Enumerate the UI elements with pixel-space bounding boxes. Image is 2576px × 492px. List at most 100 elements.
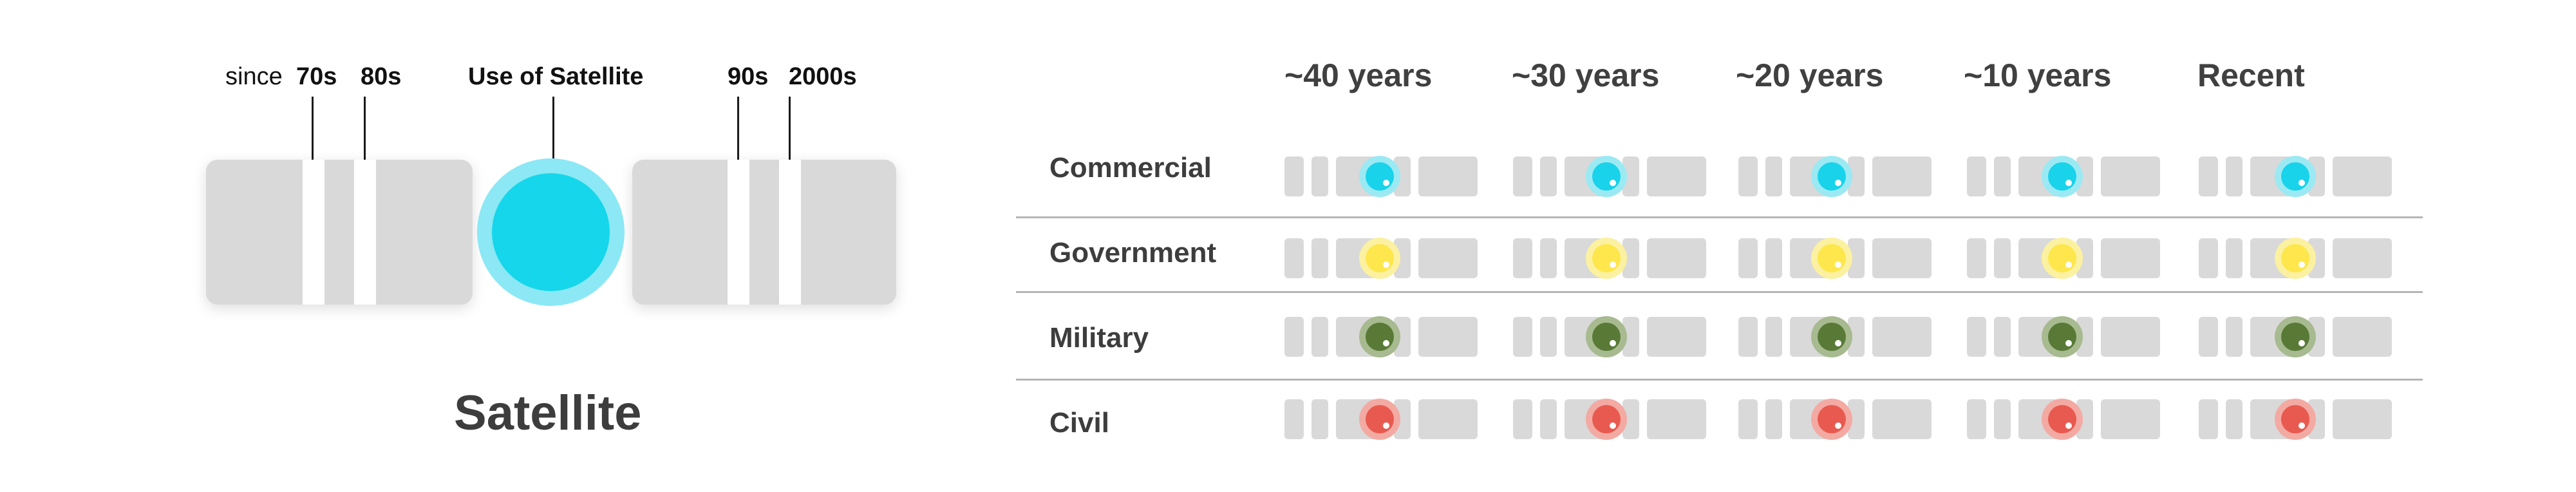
row-divider-2 <box>1016 291 2423 293</box>
usage-marker-center <box>1835 340 1841 346</box>
timeline-segment <box>1284 156 1304 196</box>
timeline-segment <box>1967 317 1986 357</box>
timeline-strip-civil <box>1738 399 1932 440</box>
timeline-strip-commercial <box>1284 156 1478 197</box>
usage-marker-center <box>1610 261 1616 268</box>
row-label-government: Government <box>1049 237 1217 269</box>
usage-marker-center <box>2065 340 2072 346</box>
stripe-2000s <box>779 160 801 305</box>
timeline-segment <box>1738 399 1758 439</box>
timeline-strip-military <box>1738 316 1932 357</box>
timeline-segment <box>1738 156 1758 196</box>
usage-marker-core <box>2048 323 2076 351</box>
label-70s: 70s <box>296 63 337 90</box>
timeline-strip-commercial <box>1738 156 1932 197</box>
row-divider-1 <box>1016 216 2423 218</box>
timeline-segment <box>2199 399 2218 439</box>
usage-marker-civil <box>1359 399 1400 440</box>
timeline-segment <box>1994 238 2011 278</box>
timeline-segment <box>1284 317 1304 357</box>
usage-marker-center <box>1383 261 1389 268</box>
timeline-segment <box>2226 156 2242 196</box>
usage-marker-core <box>2281 244 2309 272</box>
usage-marker-core <box>1818 244 1846 272</box>
usage-marker-core <box>1592 323 1621 351</box>
timeline-segment <box>1765 317 1782 357</box>
column-header-20-years: ~20 years <box>1736 57 1884 93</box>
timeline-segment <box>1312 156 1328 196</box>
timeline-segment <box>2199 238 2218 278</box>
timeline-segment <box>1284 399 1304 439</box>
usage-marker-commercial <box>1586 156 1627 197</box>
usage-marker-center <box>1610 180 1616 186</box>
timeline-strip-government <box>2199 238 2392 279</box>
usage-marker-commercial <box>1811 156 1852 197</box>
timeline-segment <box>1540 317 1557 357</box>
satellite-circle <box>477 158 625 306</box>
timeline-segment <box>1765 399 1782 439</box>
timeline-segment <box>2333 317 2392 357</box>
label-since: since <box>225 63 283 91</box>
timeline-strip-military <box>1967 316 2160 357</box>
column-header-30-years: ~30 years <box>1512 57 1660 93</box>
timeline-segment <box>2101 156 2160 196</box>
usage-marker-center <box>2299 261 2305 268</box>
tick-70s <box>312 97 314 161</box>
usage-marker-civil <box>1586 399 1627 440</box>
timeline-strip-government <box>1967 238 2160 279</box>
usage-marker-core <box>1366 323 1394 351</box>
tick-80s <box>364 97 366 161</box>
usage-marker-military <box>1811 316 1852 357</box>
timeline-segment <box>2333 156 2392 196</box>
usage-marker-civil <box>2275 399 2316 440</box>
usage-marker-core <box>2281 162 2309 191</box>
timeline-strip-military <box>2199 316 2392 357</box>
usage-marker-center <box>1383 180 1389 186</box>
usage-marker-center <box>2299 422 2305 429</box>
usage-marker-commercial <box>2042 156 2083 197</box>
timeline-segment <box>1540 399 1557 439</box>
timeline-segment <box>1418 156 1478 196</box>
timeline-segment <box>1647 317 1706 357</box>
column-header-40-years: ~40 years <box>1284 57 1433 93</box>
usage-marker-center <box>2299 180 2305 186</box>
timeline-segment <box>1284 238 1304 278</box>
timeline-segment <box>1994 317 2011 357</box>
row-label-military: Military <box>1049 322 1149 354</box>
timeline-segment <box>1872 399 1932 439</box>
usage-marker-center <box>1610 340 1616 346</box>
usage-marker-center <box>1383 340 1389 346</box>
timeline-segment <box>1418 399 1478 439</box>
timeline-segment <box>1513 399 1532 439</box>
timeline-segment <box>1647 399 1706 439</box>
timeline-segment <box>2333 399 2392 439</box>
usage-marker-core <box>1592 162 1621 191</box>
usage-marker-center <box>2065 180 2072 186</box>
timeline-segment <box>1513 238 1532 278</box>
timeline-segment <box>1967 238 1986 278</box>
timeline-strip-government <box>1738 238 1932 279</box>
timeline-segment <box>1872 156 1932 196</box>
timeline-segment <box>1513 156 1532 196</box>
diagram-title: Satellite <box>454 386 642 440</box>
usage-marker-center <box>2065 261 2072 268</box>
timeline-segment <box>2199 317 2218 357</box>
timeline-strip-civil <box>1284 399 1478 440</box>
usage-marker-government <box>2042 238 2083 279</box>
usage-marker-core <box>2048 244 2076 272</box>
timeline-segment <box>1872 317 1932 357</box>
usage-marker-core <box>2281 405 2309 433</box>
usage-marker-government <box>1811 238 1852 279</box>
usage-marker-center <box>1835 422 1841 429</box>
usage-marker-military <box>1586 316 1627 357</box>
timeline-segment <box>2226 238 2242 278</box>
tick-2000s <box>789 97 791 161</box>
timeline-segment <box>1872 238 1932 278</box>
usage-marker-center <box>2065 422 2072 429</box>
usage-marker-core <box>1818 323 1846 351</box>
era-block-right <box>632 160 896 305</box>
usage-marker-core <box>1592 244 1621 272</box>
usage-marker-civil <box>1811 399 1852 440</box>
usage-marker-core <box>2048 405 2076 433</box>
timeline-segment <box>1765 156 1782 196</box>
